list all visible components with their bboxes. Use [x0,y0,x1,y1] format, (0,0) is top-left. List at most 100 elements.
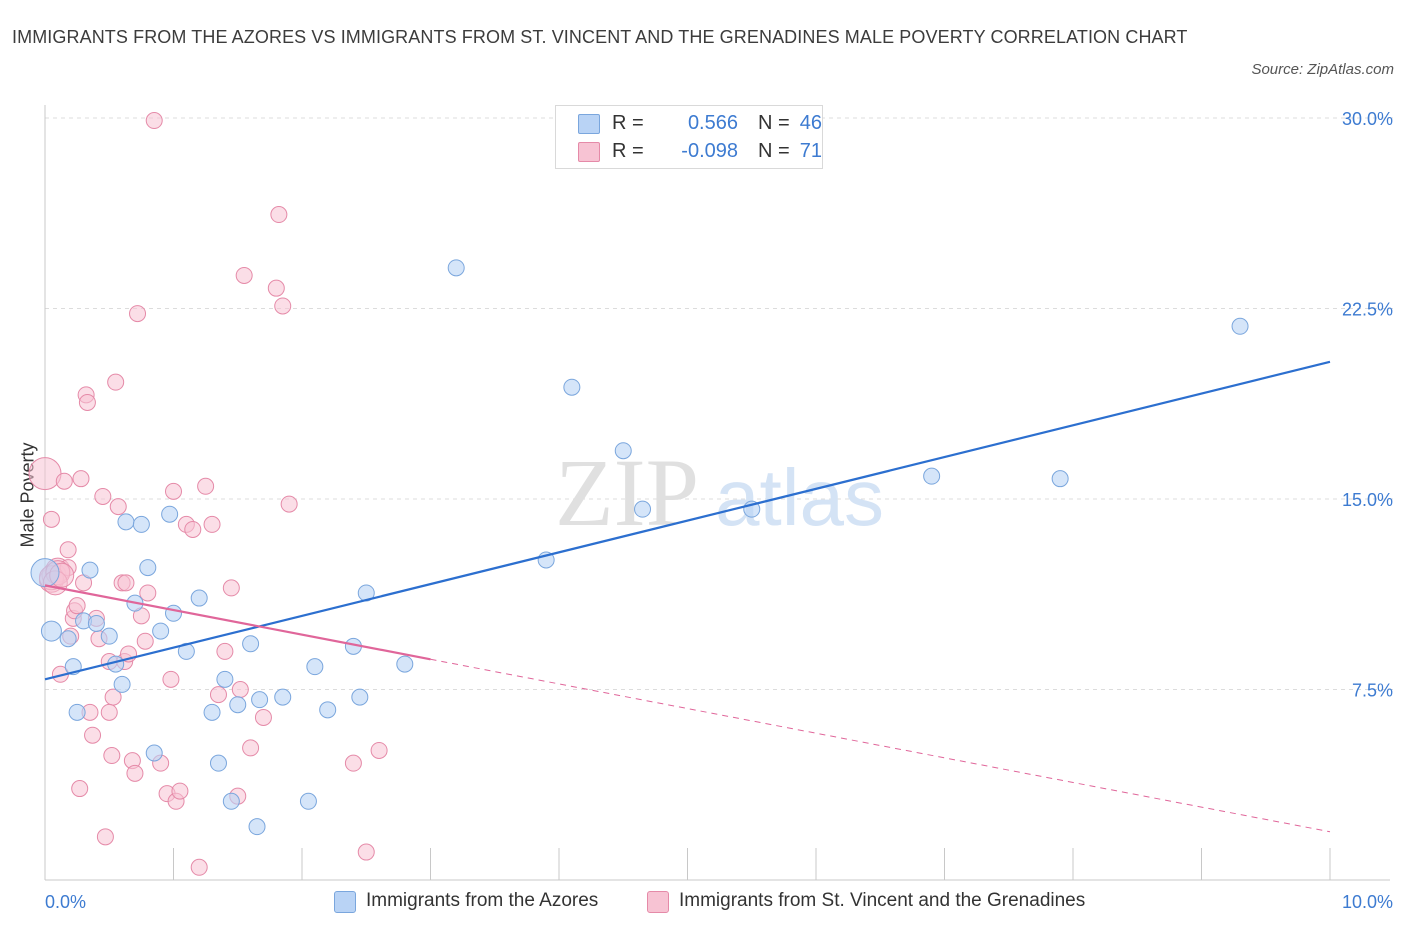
data-point-azores [132,515,150,533]
data-point-azores [81,561,99,579]
data-point-st-vincent [357,843,375,861]
data-point-azores [117,513,135,531]
y-tick-label: 15.0% [1342,490,1393,510]
data-point-st-vincent [96,828,114,846]
data-point-azores [242,635,260,653]
legend-n-label: N = [758,112,790,134]
series-pink-points [28,112,388,876]
data-point-st-vincent [209,686,227,704]
legend-label-st-vincent: Immigrants from St. Vincent and the Gren… [679,890,1086,911]
legend-swatch-blue [334,891,356,913]
source-label: Source: ZipAtlas.com [1251,61,1394,78]
data-point-azores [161,505,179,523]
data-point-azores [68,703,86,721]
data-point-azores [222,792,240,810]
data-point-st-vincent [117,574,135,592]
data-point-azores [145,744,163,762]
data-point-azores [923,467,941,485]
data-point-azores [229,696,247,714]
data-point-azores [190,589,208,607]
data-point-azores [113,675,131,693]
data-point-azores [251,691,269,709]
data-point-st-vincent [109,498,127,516]
data-point-st-vincent [71,780,89,798]
data-point-st-vincent [103,747,121,765]
data-point-azores [40,620,62,642]
x-tick-label: 0.0% [45,892,86,912]
data-point-st-vincent [72,470,90,488]
data-point-st-vincent [28,457,62,491]
legend-n-value: 46 [799,112,822,134]
legend-r-label: R = [612,140,644,162]
data-point-st-vincent [84,726,102,744]
y-tick-label: 7.5% [1352,681,1393,701]
legend-label-azores: Immigrants from the Azores [366,890,599,911]
legend-n-label: N = [758,140,790,162]
legend-swatch-blue [578,114,600,134]
series-legend: Immigrants from the Azores Immigrants fr… [0,888,1406,918]
data-point-st-vincent [94,487,112,505]
data-point-st-vincent [270,206,288,224]
data-point-st-vincent [190,858,208,876]
data-point-st-vincent [280,495,298,513]
data-point-st-vincent [136,632,154,650]
data-point-st-vincent [171,782,189,800]
data-point-st-vincent [126,764,144,782]
data-point-st-vincent [145,112,163,130]
trend-line-st-vincent [44,584,431,661]
data-point-st-vincent [242,739,260,757]
data-point-st-vincent [165,482,182,500]
data-point-azores [139,559,157,577]
data-point-st-vincent [107,373,125,391]
data-point-st-vincent [162,670,180,688]
data-point-azores [165,604,182,622]
x-tick-label: 10.0% [1342,892,1393,912]
grid-lines [45,117,1395,690]
data-point-st-vincent [267,279,285,297]
data-point-st-vincent [78,393,96,411]
data-point-st-vincent [68,597,86,615]
data-point-azores [306,658,324,676]
data-point-st-vincent [216,642,234,660]
data-point-st-vincent [197,477,215,495]
chart-title: IMMIGRANTS FROM THE AZORES VS IMMIGRANTS… [12,27,1188,47]
y-tick-label: 22.5% [1342,300,1393,320]
data-point-azores [100,627,118,645]
data-point-st-vincent [344,754,362,772]
data-point-azores [248,818,266,836]
trend-line-azores [44,360,1331,681]
legend-n-value: 71 [799,140,822,162]
watermark-atlas: atlas [715,453,884,542]
data-point-azores [1231,317,1249,335]
data-point-st-vincent [274,297,292,315]
data-point-azores [351,688,369,706]
data-point-azores [59,630,77,648]
data-point-azores [87,614,105,632]
data-point-st-vincent [231,681,249,698]
data-point-azores [614,442,632,460]
data-point-st-vincent [184,520,202,538]
data-point-st-vincent [203,515,221,533]
data-point-azores [634,500,652,518]
data-point-azores [30,558,60,588]
legend-r-value: -0.098 [681,140,738,162]
data-point-st-vincent [254,708,272,726]
legend-swatch-pink [578,142,600,162]
data-point-st-vincent [139,584,157,602]
data-point-azores [216,670,234,688]
data-point-st-vincent [129,305,147,323]
data-point-azores [319,701,337,719]
data-point-st-vincent [42,510,60,528]
data-point-azores [299,792,317,810]
data-point-azores [447,259,465,277]
watermark: ZIP atlas [555,439,884,546]
data-point-st-vincent [59,541,77,559]
data-point-azores [209,754,227,772]
series-blue-points [30,259,1249,836]
trend-line-st-vincent-extrapolated [430,658,1331,833]
data-point-azores [1051,470,1069,488]
data-point-azores [563,378,581,396]
legend-r-label: R = [612,112,644,134]
data-point-azores [152,622,170,640]
